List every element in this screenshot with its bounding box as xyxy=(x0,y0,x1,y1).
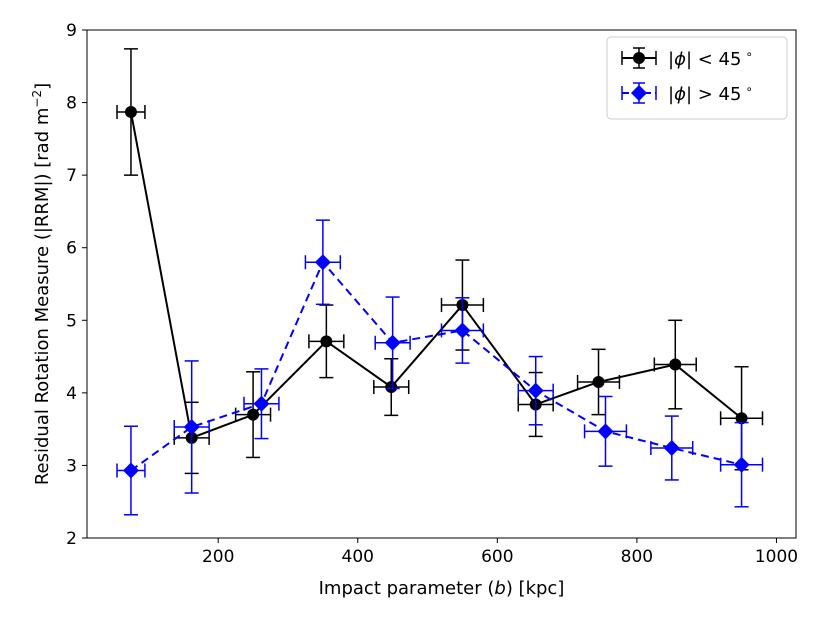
data-point xyxy=(663,440,680,457)
y-tick-label: 9 xyxy=(66,21,77,41)
legend-marker-circle xyxy=(633,52,645,64)
y-tick-label: 7 xyxy=(66,166,77,186)
plot-area-frame xyxy=(86,29,797,539)
y-tick-label: 8 xyxy=(66,94,77,114)
data-point xyxy=(183,418,200,435)
series-2 xyxy=(116,219,764,516)
x-tick-label: 600 xyxy=(481,547,513,567)
y-tick-label: 5 xyxy=(66,311,77,331)
plot-series xyxy=(116,48,764,516)
axis-ticks: 200 400 600 800 1000 2 3 4 5 6 7 8 9 xyxy=(66,21,798,567)
data-point xyxy=(122,462,139,479)
data-point xyxy=(384,334,401,351)
x-tick-label: 400 xyxy=(342,547,374,567)
legend-label-series-1: |ϕ| < 45 ∘ xyxy=(668,47,753,70)
y-tick-label: 4 xyxy=(66,384,77,404)
data-point xyxy=(385,381,398,394)
data-point xyxy=(669,358,682,371)
data-point xyxy=(735,412,748,425)
series-1-line xyxy=(129,111,743,439)
data-point xyxy=(124,106,137,119)
legend: |ϕ| < 45 ∘ |ϕ| > 45 ∘ xyxy=(606,36,788,120)
data-point xyxy=(320,335,333,348)
data-point xyxy=(454,322,471,339)
data-point xyxy=(592,375,605,388)
legend-entry-series-1: |ϕ| < 45 ∘ xyxy=(621,47,753,70)
series-1 xyxy=(116,48,764,475)
data-point xyxy=(253,395,270,412)
y-tick-label: 3 xyxy=(66,456,77,476)
data-point xyxy=(733,456,750,473)
x-tick-label: 200 xyxy=(202,547,234,567)
x-tick-label: 1000 xyxy=(755,547,798,567)
data-point xyxy=(314,254,331,271)
y-axis-label: Residual Rotation Measure (|RRM|) [rad m… xyxy=(30,83,53,485)
x-axis-label: Impact parameter (b) [kpc] xyxy=(319,578,565,599)
x-tick-label: 800 xyxy=(621,547,653,567)
data-point xyxy=(527,382,544,399)
legend-entry-series-2: |ϕ| > 45 ∘ xyxy=(621,82,753,105)
series-2-line xyxy=(130,261,742,472)
legend-marker-diamond xyxy=(631,85,647,101)
y-tick-label: 6 xyxy=(66,239,77,259)
data-point xyxy=(247,408,260,421)
legend-label-series-2: |ϕ| > 45 ∘ xyxy=(668,82,753,105)
data-point xyxy=(597,423,614,440)
y-tick-label: 2 xyxy=(66,529,77,549)
